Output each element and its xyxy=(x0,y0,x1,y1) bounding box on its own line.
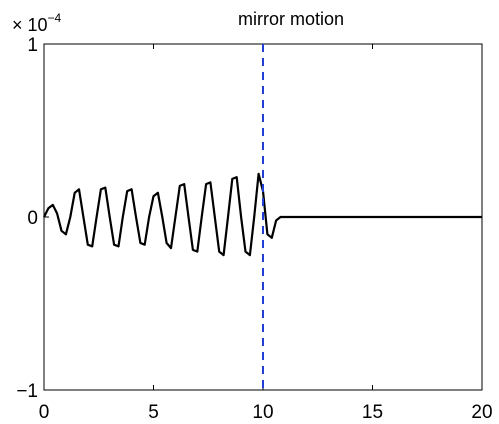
y-tick-label: 1 xyxy=(27,35,38,56)
y-scale-label: × 10−4 xyxy=(12,11,62,35)
chart-title: mirror motion xyxy=(238,9,344,29)
x-tick-label: 20 xyxy=(471,402,492,423)
y-scale-base: × 10 xyxy=(12,15,48,35)
x-tick-label: 15 xyxy=(362,402,383,423)
y-scale-exponent: −4 xyxy=(48,11,62,25)
mirror-motion-line xyxy=(43,172,482,257)
x-tick-label: 10 xyxy=(252,402,273,423)
plot-area: 0 5 10 15 20−101 xyxy=(16,35,492,423)
y-tick-label: −1 xyxy=(16,381,38,402)
y-tick-label: 0 xyxy=(27,208,38,229)
x-tick-label: 0 xyxy=(39,402,50,423)
x-tick-label: 5 xyxy=(148,402,159,423)
